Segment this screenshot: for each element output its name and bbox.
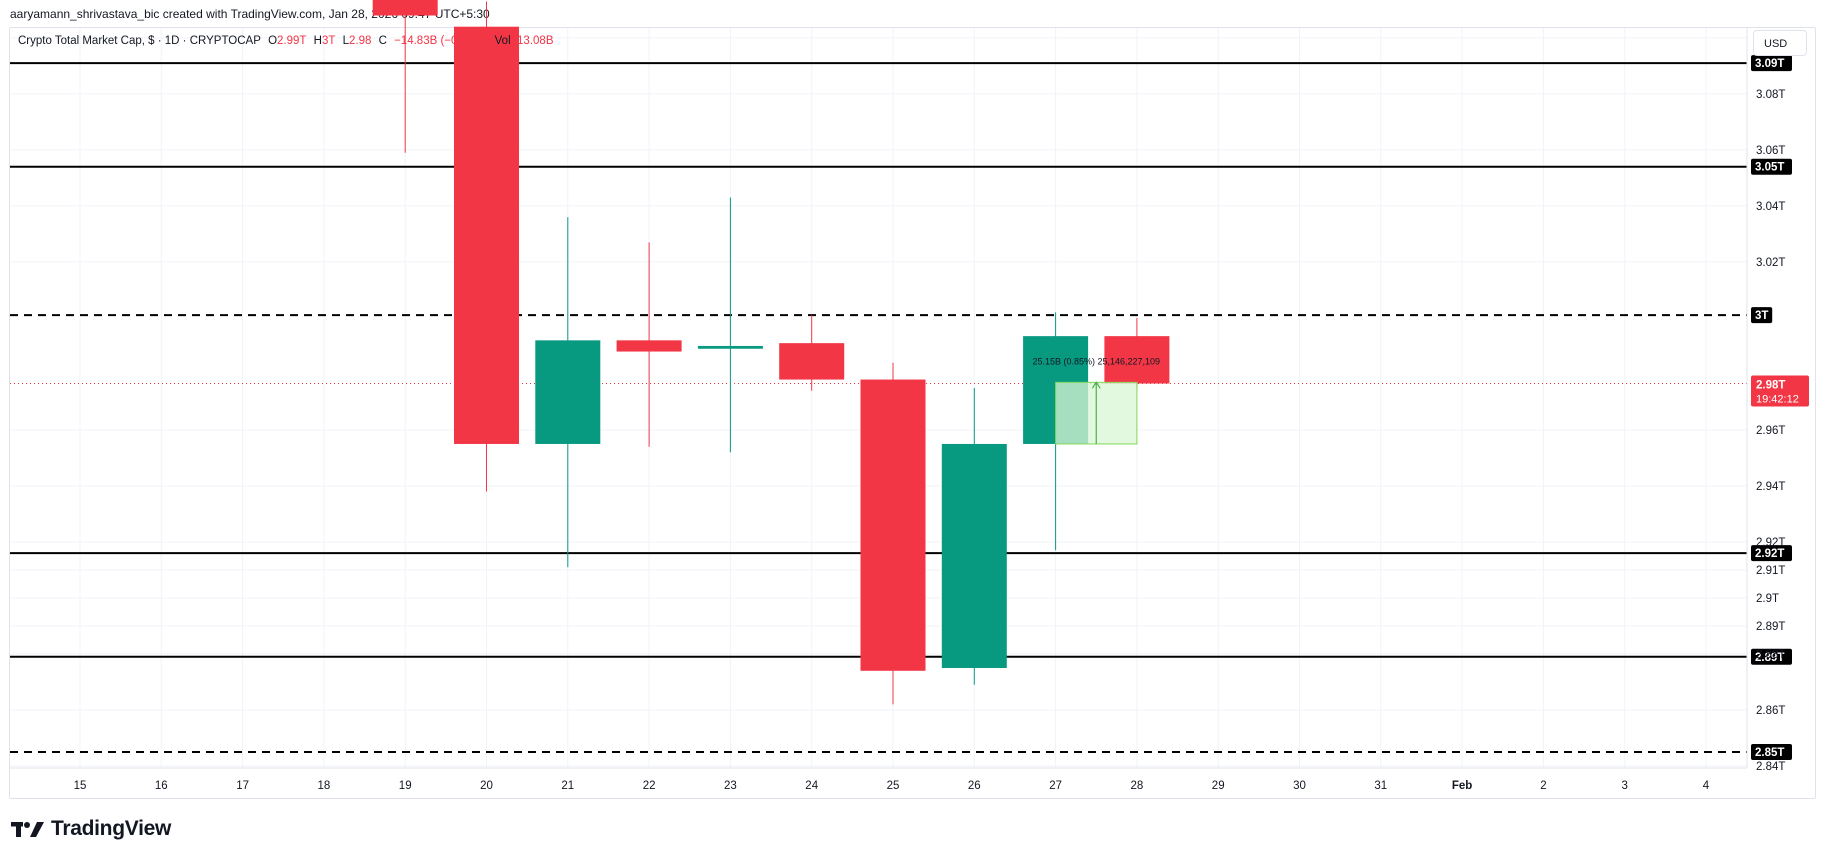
x-tick-label: 26 (968, 780, 981, 792)
level-price-label: 2.85T (1755, 747, 1784, 759)
y-tick-label: 2.9T (1756, 593, 1779, 605)
low-label: L (342, 35, 349, 47)
change-value: −14.83B (−0.50%) (394, 35, 488, 47)
volume-label: Vol (494, 35, 511, 47)
candle-body (616, 340, 682, 352)
x-tick-label: 24 (805, 780, 818, 792)
level-price-tag (1751, 545, 1792, 562)
x-tick-label: 23 (724, 780, 737, 792)
symbol-legend[interactable]: Crypto Total Market Cap, $ · 1D · CRYPTO… (18, 35, 554, 47)
x-tick-label: 3 (1621, 780, 1627, 792)
x-tick-label: 27 (1049, 780, 1062, 792)
level-price-tag (1751, 307, 1773, 324)
open-value: 2.99T (277, 35, 307, 47)
x-tick-label: 29 (1212, 780, 1225, 792)
level-price-tag (1751, 158, 1792, 175)
y-tick-label: 2.92T (1756, 537, 1785, 549)
x-tick-label: 17 (236, 780, 249, 792)
volume-value: 213.08B (510, 35, 554, 47)
last-price-tag (1751, 375, 1809, 407)
x-tick-label: 15 (74, 780, 87, 792)
y-tick-label: 2.96T (1756, 425, 1785, 437)
y-tick-label: 3.04T (1756, 201, 1785, 213)
high-value: 3T (321, 35, 336, 47)
y-tick-label: 3.06T (1756, 145, 1785, 157)
x-tick-label: 4 (1703, 780, 1710, 792)
last-price-label: 2.98T (1756, 379, 1785, 391)
currency-selector[interactable]: USD (1753, 30, 1807, 56)
y-tick-label: 2.88T (1756, 649, 1785, 661)
x-tick-label: 30 (1293, 780, 1306, 792)
x-tick-label: 2 (1540, 780, 1546, 792)
measure-tool: 25.15B (0.85%) 25,146,227,109 (1032, 356, 1160, 445)
candle-body (860, 379, 926, 671)
brand-name: TradingView (51, 817, 172, 840)
y-tick-label: 2.84T (1756, 761, 1785, 773)
x-tick-label: 19 (399, 780, 412, 792)
level-price-tag (1751, 55, 1792, 72)
candle-body (454, 26, 519, 444)
y-tick-label: 2.89T (1756, 621, 1785, 633)
level-price-label: 2.89T (1755, 652, 1784, 664)
open-label: O (268, 35, 278, 47)
close-label: C (378, 35, 387, 47)
x-tick-label: 28 (1131, 780, 1144, 792)
y-tick-label: 3.02T (1756, 257, 1785, 269)
x-tick-label: 16 (155, 780, 168, 792)
candle-body (535, 340, 601, 444)
x-tick-label: 22 (643, 780, 656, 792)
x-tick-label: 21 (561, 780, 574, 792)
symbol-name[interactable]: Crypto Total Market Cap, $ · 1D · CRYPTO… (18, 35, 261, 47)
measure-label: 25.15B (0.85%) 25,146,227,109 (1032, 356, 1160, 366)
candle-body (779, 343, 845, 380)
level-price-label: 3T (1755, 310, 1768, 322)
level-price-tag (1751, 743, 1792, 760)
candle-body (941, 443, 1007, 668)
x-tick-label: 20 (480, 780, 493, 792)
axes: 15 16 17 18 19 20 21 22 23 24 25 26 27 28 29 30 31 Feb 2 3 4… (10, 28, 1809, 792)
candle-body (372, 0, 438, 16)
chart-attribution: aaryamann_shrivastava_bic created with T… (10, 7, 490, 21)
x-tick-label: 25 (887, 780, 900, 792)
level-price-label: 3.09T (1755, 58, 1784, 70)
candles (372, 0, 1170, 705)
candle-body (697, 345, 763, 349)
tradingview-logo-icon (11, 821, 44, 837)
x-tick-label: Feb (1452, 780, 1472, 792)
chart-frame (9, 27, 1816, 799)
candle-body (1104, 336, 1170, 384)
y-tick-label: 3.08T (1756, 89, 1785, 101)
tradingview-logo[interactable]: TradingView (11, 817, 171, 841)
x-tick-label: 18 (318, 780, 331, 792)
y-tick-label: 2.91T (1756, 565, 1785, 577)
level-price-tag (1751, 648, 1792, 665)
x-tick-label: 31 (1374, 780, 1387, 792)
measure-arrow-head (1091, 381, 1101, 389)
y-tick-label: 2.94T (1756, 481, 1785, 493)
y-tick-label: 2.86T (1756, 705, 1785, 717)
level-price-label: 2.92T (1755, 548, 1784, 560)
countdown-label: 19:42:12 (1756, 393, 1799, 405)
low-value: 2.98 (348, 35, 372, 47)
level-price-label: 3.05T (1755, 162, 1784, 174)
high-label: H (313, 35, 322, 47)
